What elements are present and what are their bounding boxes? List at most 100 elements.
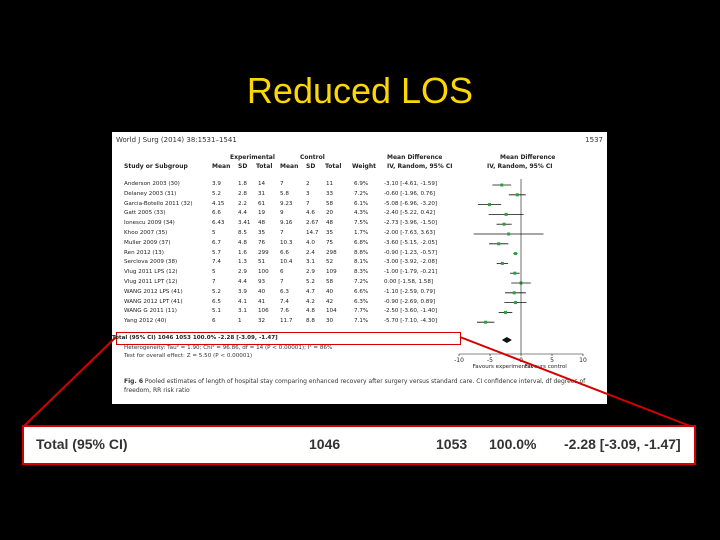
- study-name: Vlug 2011 LPT (12): [124, 279, 178, 285]
- c-mean: 7: [280, 181, 284, 187]
- zoom-ci: -2.28 [-3.09, -1.47]: [564, 436, 681, 452]
- c-total: 42: [326, 298, 334, 305]
- c-total: 52: [326, 259, 334, 266]
- c-sd: 5.2: [306, 279, 315, 285]
- e-mean: 6.43: [212, 220, 225, 227]
- table-row: Vlug 2011 LPS (12) 5 2.9 100 6 2.9 109 8.3% -1.0…: [112, 269, 607, 277]
- left-connector-line: [23, 336, 117, 427]
- journal-citation: World J Surg (2014) 38:1531–1541: [116, 136, 237, 144]
- point-estimate: [488, 203, 492, 207]
- point-estimate: [513, 271, 517, 275]
- c-mean: 6.3: [280, 288, 289, 295]
- pooled-diamond: [501, 337, 512, 343]
- e-sd: 4.4: [238, 210, 247, 217]
- weight: 1.7%: [354, 230, 369, 236]
- c-sd: 4.0: [306, 239, 315, 246]
- md-plot-method-header: IV, Random, 95% CI: [487, 163, 553, 170]
- c-total-header: Total: [325, 163, 342, 170]
- weight: 8.3%: [354, 269, 369, 276]
- e-sd: 4.8: [238, 239, 247, 246]
- e-total-header: Total: [256, 163, 273, 170]
- c-total: 40: [326, 288, 334, 295]
- total-c-total: 1053: [175, 335, 191, 341]
- c-sd: 2.67: [306, 220, 319, 227]
- weight-header: Weight: [352, 163, 376, 170]
- journal-header: World J Surg (2014) 38:1531–1541 1537: [116, 136, 603, 144]
- experimental-group-header: Experimental: [230, 154, 275, 161]
- c-mean: 7: [280, 230, 284, 236]
- x-tick-label: 10: [579, 357, 587, 364]
- c-sd: 3.1: [306, 259, 315, 266]
- study-name: WANG G 2011 (11): [124, 308, 177, 315]
- ci: -1.00 [-1.79, -0.21]: [384, 269, 438, 276]
- c-mean: 7.6: [280, 308, 289, 315]
- e-sd: 3.41: [238, 220, 251, 227]
- table-row: Ionescu 2009 (34) 6.43 3.41 48 9.16 2.67 48 7.5…: [112, 220, 607, 228]
- study-name: Garcia-Botello 2011 (32): [124, 200, 193, 207]
- study-name: Delaney 2003 (31): [124, 190, 177, 197]
- e-total: 31: [258, 190, 266, 197]
- e-sd: 3.9: [238, 288, 247, 295]
- study-name: WANG 2012 LPS (41): [124, 288, 183, 295]
- e-sd: 1.6: [238, 249, 247, 256]
- c-sd: 4.2: [306, 298, 315, 305]
- e-total: 61: [258, 200, 266, 207]
- e-sd: 2.9: [238, 269, 247, 276]
- c-sd: 2: [306, 181, 310, 187]
- point-estimate: [502, 222, 506, 226]
- e-total: 19: [258, 210, 266, 217]
- md-method-header: IV, Random, 95% CI: [387, 163, 453, 170]
- ci: -5.70 [-7.10, -4.30]: [384, 318, 438, 325]
- ci: -0.90 [-1.23, -0.57]: [384, 249, 438, 256]
- c-sd-header: SD: [306, 163, 316, 170]
- e-mean: 5.1: [212, 308, 221, 315]
- c-sd: 3: [306, 190, 310, 197]
- point-estimate: [504, 310, 507, 314]
- c-mean: 9.23: [280, 200, 293, 207]
- e-total: 14: [258, 181, 266, 187]
- weight: 6.3%: [354, 298, 369, 305]
- e-total: 100: [258, 269, 269, 276]
- e-sd: 4.1: [238, 298, 247, 305]
- study-name: Serclova 2009 (38): [124, 259, 178, 266]
- c-total: 48: [326, 220, 334, 227]
- c-total: 58: [326, 200, 334, 207]
- study-name: Yang 2012 (40): [124, 318, 167, 325]
- e-mean: 7: [212, 279, 216, 285]
- c-mean: 10.4: [280, 259, 293, 266]
- table-row: Garcia-Botello 2011 (32) 4.15 2.2 61 9.23 7 58…: [112, 201, 607, 209]
- ci: -3.60 [-5.15, -2.05]: [384, 239, 438, 246]
- x-tick-label: -10: [454, 357, 464, 364]
- e-mean: 5.2: [212, 288, 221, 295]
- e-total: 93: [258, 279, 266, 285]
- point-estimate: [513, 252, 517, 256]
- e-total: 35: [258, 230, 266, 236]
- slide-title: Reduced LOS: [246, 70, 474, 111]
- caption-text: Pooled estimates of length of hospital s…: [124, 378, 586, 394]
- table-row: Delaney 2003 (31) 5.2 2.8 31 5.8 3 33 7.2% -0.60…: [112, 191, 607, 199]
- study-name: Gatt 2005 (33): [124, 210, 166, 217]
- e-mean: 3.9: [212, 181, 221, 187]
- ci: -2.50 [-3.60, -1.40]: [384, 308, 438, 315]
- e-sd: 1.8: [238, 181, 247, 187]
- c-total: 11: [326, 181, 334, 187]
- point-estimate: [500, 261, 504, 265]
- e-mean: 6: [212, 318, 216, 325]
- ci: -2.40 [-5.22, 0.42]: [384, 210, 436, 217]
- e-mean: 6.7: [212, 239, 221, 246]
- e-total: 32: [258, 318, 266, 325]
- c-mean-header: Mean: [280, 163, 299, 170]
- overall-effect-note: Test for overall effect: Z = 5.50 (P < 0…: [124, 353, 253, 359]
- c-total: 58: [326, 279, 334, 285]
- point-estimate: [484, 320, 488, 324]
- table-row: Gatt 2005 (33) 6.6 4.4 19 9 4.6 20 4.3% -2.40 [-…: [112, 210, 607, 218]
- study-name: Ionescu 2009 (34): [124, 220, 175, 227]
- e-mean: 7.4: [212, 259, 221, 266]
- ci: -5.08 [-6.96, -3.20]: [384, 200, 438, 207]
- e-sd-header: SD: [238, 163, 248, 170]
- weight: 4.3%: [354, 210, 369, 217]
- c-total: 75: [326, 239, 334, 246]
- c-mean: 6.6: [280, 249, 289, 256]
- c-total: 104: [326, 308, 337, 315]
